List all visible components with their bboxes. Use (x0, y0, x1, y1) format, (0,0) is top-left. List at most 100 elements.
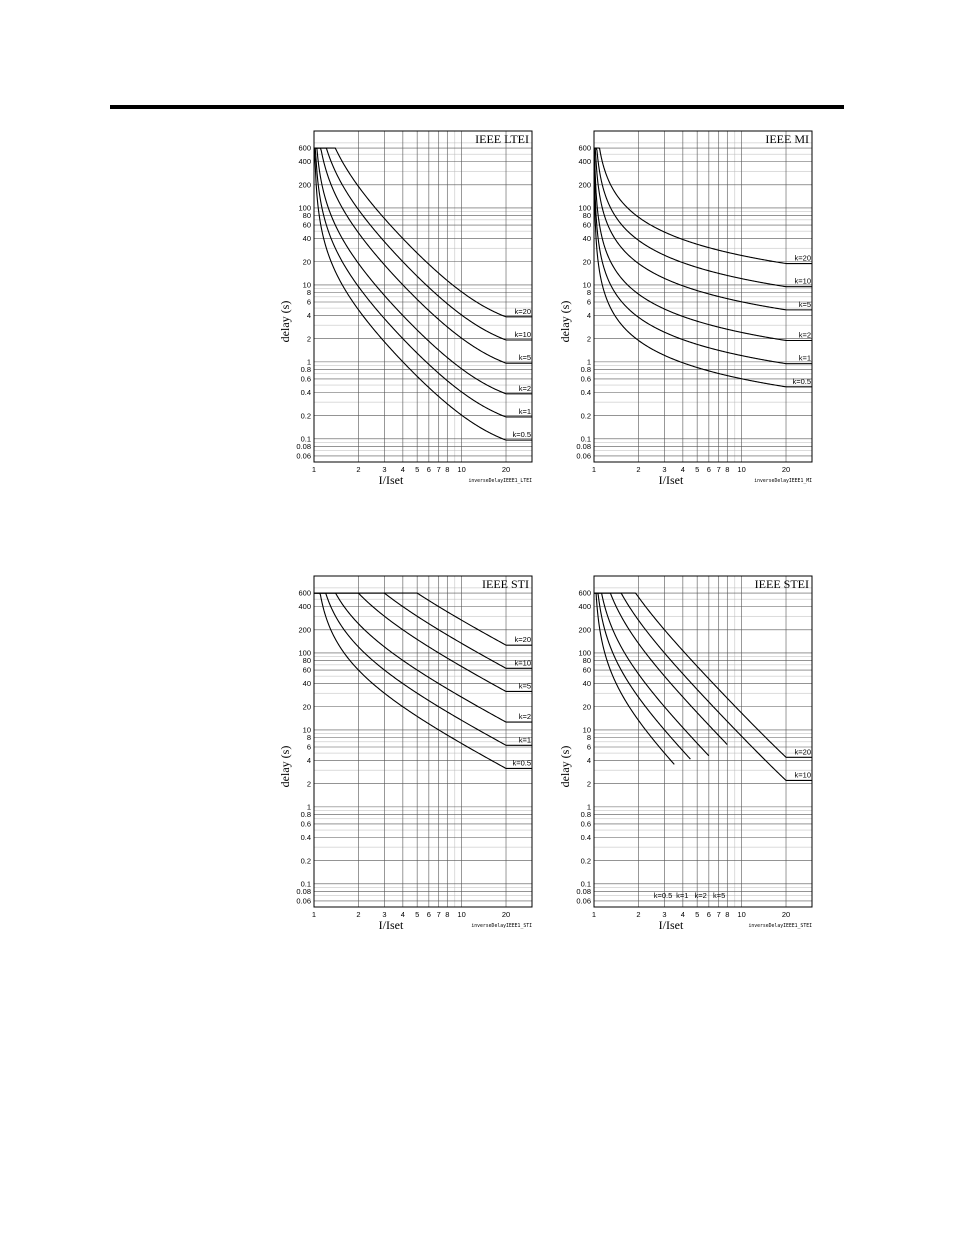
y-tick-label: 20 (583, 257, 591, 266)
x-tick-label: 8 (445, 465, 449, 474)
y-tick-label: 40 (303, 234, 311, 243)
series-label: k=5 (713, 891, 725, 900)
y-tick-label: 600 (298, 144, 311, 153)
x-tick-label: 6 (707, 910, 711, 919)
series-label: k=2 (519, 384, 531, 393)
series-curve-k-2 (314, 592, 532, 723)
x-tick-label: 10 (457, 465, 465, 474)
x-tick-label: 4 (401, 910, 405, 919)
y-tick-label: 0.4 (581, 388, 591, 397)
series-curve-k-10 (594, 592, 812, 781)
series-curve-k-0-5 (313, 148, 532, 441)
series-label: k=1 (519, 735, 531, 744)
y-tick-label: 80 (583, 211, 591, 220)
y-tick-label: 100 (298, 204, 311, 213)
y-tick-label: 4 (307, 756, 311, 765)
series-label: k=0.5 (792, 377, 811, 386)
series-curve-k-20 (314, 592, 532, 646)
y-tick-label: 200 (298, 180, 311, 189)
x-tick-label: 8 (725, 465, 729, 474)
y-tick-label: 1 (587, 802, 591, 811)
x-tick-label: 5 (695, 465, 699, 474)
y-tick-label: 8 (307, 288, 311, 297)
x-tick-label: 3 (662, 910, 666, 919)
x-tick-label: 1 (312, 910, 316, 919)
y-tick-label: 4 (307, 311, 311, 320)
series-label: k=2 (695, 891, 707, 900)
series-curve-k-0-5 (594, 592, 675, 765)
series-curve-k-5 (314, 592, 532, 693)
series-curve-k-2 (593, 148, 812, 342)
chart-title: IEEE STI (482, 577, 529, 591)
series-curve-k-1 (593, 153, 812, 365)
x-tick-label: 10 (457, 910, 465, 919)
series-curve-k-5 (314, 147, 532, 364)
y-tick-label: 6 (307, 298, 311, 307)
y-tick-label: 0.1 (581, 879, 591, 888)
figure-file-label: inverseDelayIEEE1_LTEI (468, 478, 532, 484)
y-tick-label: 0.08 (576, 442, 591, 451)
series-label: k=10 (515, 330, 531, 339)
series-label: k=0.5 (512, 758, 531, 767)
y-tick-label: 400 (298, 157, 311, 166)
x-tick-label: 4 (401, 465, 405, 474)
series-curve-k-20 (594, 147, 812, 265)
x-tick-label: 6 (707, 465, 711, 474)
plot-frame (313, 130, 533, 463)
x-tick-label: 20 (782, 910, 790, 919)
y-tick-label: 0.1 (301, 434, 311, 443)
series-label: k=2 (519, 712, 531, 721)
y-tick-label: 400 (578, 157, 591, 166)
y-tick-label: 10 (583, 281, 591, 290)
y-tick-label: 0.2 (581, 856, 591, 865)
series-label: k=0.5 (654, 891, 673, 900)
y-tick-label: 8 (307, 733, 311, 742)
y-tick-label: 80 (583, 656, 591, 665)
series-label: k=1 (519, 407, 531, 416)
x-tick-label: 1 (592, 910, 596, 919)
y-tick-label: 10 (303, 726, 311, 735)
series-curve-k-0-5 (593, 176, 812, 388)
x-tick-label: 8 (725, 910, 729, 919)
y-tick-label: 6 (307, 743, 311, 752)
x-tick-label: 4 (681, 910, 685, 919)
y-tick-label: 1 (587, 357, 591, 366)
series-label: k=20 (795, 747, 811, 756)
y-tick-label: 40 (303, 679, 311, 688)
x-tick-label: 3 (382, 465, 386, 474)
y-tick-label: 0.06 (296, 897, 311, 906)
chart-ieee-ltei: 6004002001008060402010864210.80.60.40.20… (278, 130, 533, 487)
series-curve-k-10 (594, 147, 812, 288)
x-axis-label: I/Iset (659, 918, 684, 932)
y-tick-label: 400 (578, 602, 591, 611)
y-axis-label: delay (s) (558, 301, 572, 343)
y-tick-label: 0.06 (576, 897, 591, 906)
chart-title: IEEE LTEI (475, 132, 529, 146)
y-tick-label: 0.8 (301, 365, 311, 374)
series-label: k=20 (795, 254, 811, 263)
y-axis-label: delay (s) (558, 746, 572, 788)
y-tick-label: 0.2 (301, 411, 311, 420)
y-axis-label: delay (s) (278, 301, 292, 343)
series-curve-k-1 (314, 592, 532, 746)
y-tick-label: 6 (587, 298, 591, 307)
plot-frame (593, 575, 813, 908)
x-tick-label: 20 (782, 465, 790, 474)
y-axis-label: delay (s) (278, 746, 292, 788)
y-tick-label: 0.8 (301, 810, 311, 819)
series-label: k=1 (676, 891, 688, 900)
y-tick-label: 600 (578, 144, 591, 153)
y-tick-label: 40 (583, 234, 591, 243)
y-tick-label: 10 (303, 281, 311, 290)
y-tick-label: 1 (307, 802, 311, 811)
series-label: k=10 (795, 277, 811, 286)
y-tick-label: 20 (583, 702, 591, 711)
series-label: k=1 (799, 354, 811, 363)
x-tick-label: 3 (382, 910, 386, 919)
y-tick-label: 100 (298, 649, 311, 658)
y-tick-label: 0.2 (301, 856, 311, 865)
y-tick-label: 2 (587, 334, 591, 343)
series-curve-k-5 (594, 592, 728, 745)
x-tick-label: 2 (356, 465, 360, 474)
